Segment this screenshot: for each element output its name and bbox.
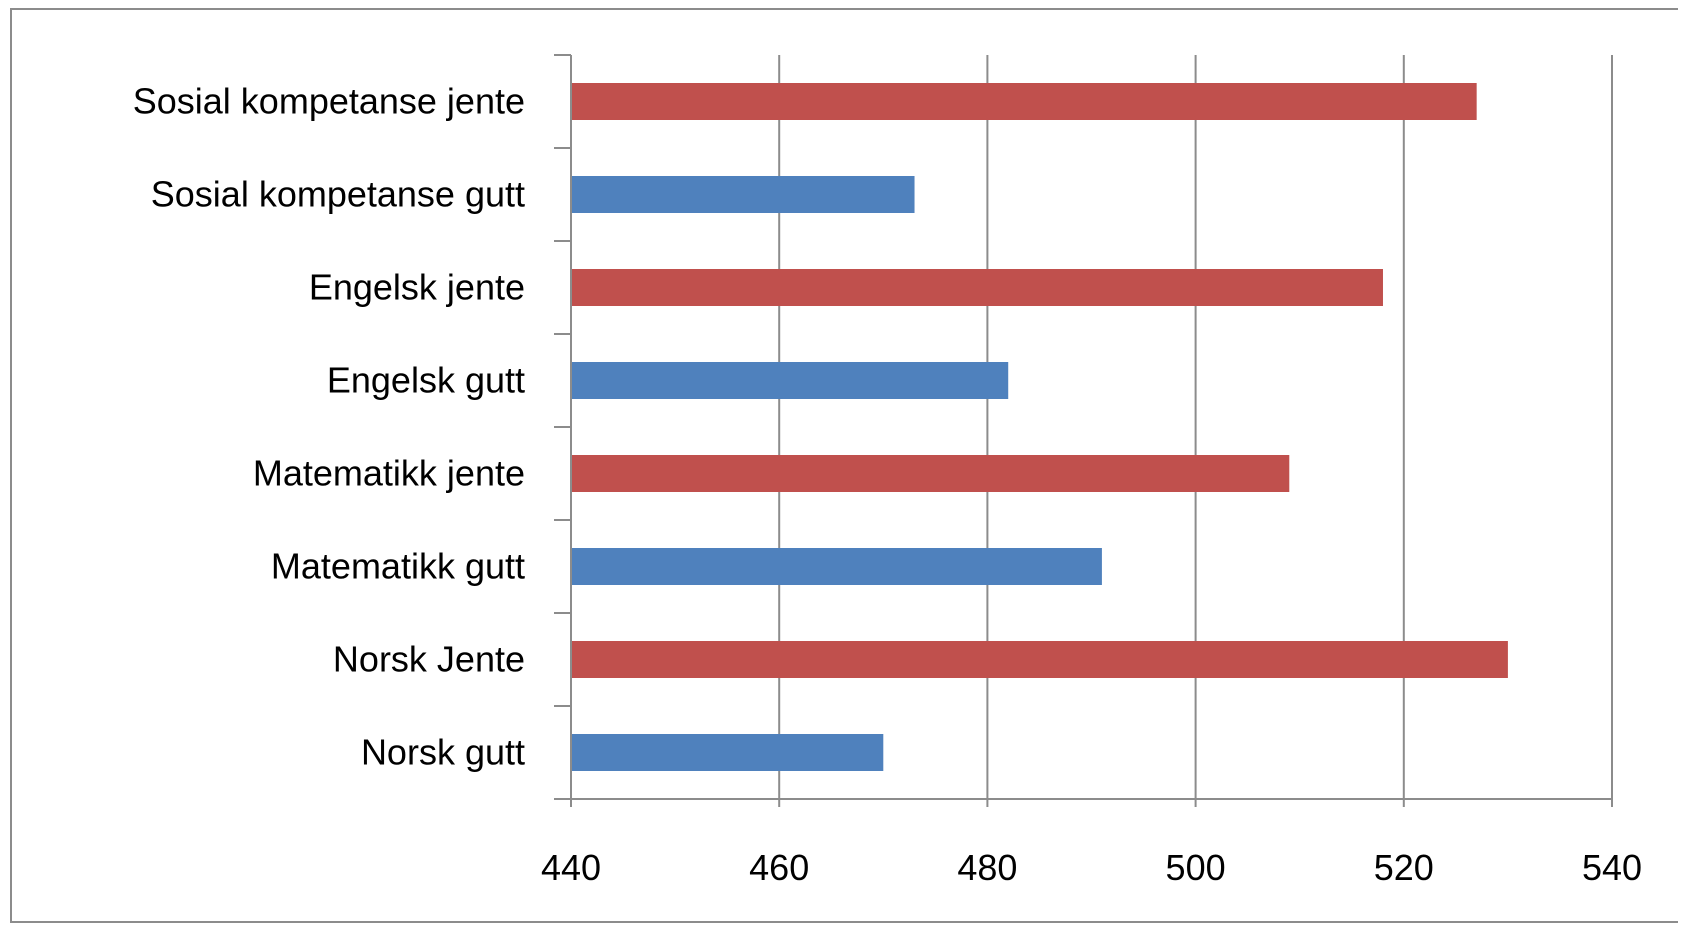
x-tick-label-480: 480: [957, 847, 1017, 888]
axes: [554, 54, 1612, 800]
category-label-sosial-kompetanse-gutt: Sosial kompetanse gutt: [151, 174, 525, 215]
category-label-engelsk-gutt: Engelsk gutt: [327, 360, 525, 401]
x-tick-label-500: 500: [1166, 847, 1226, 888]
bar-engelsk-gutt: [572, 362, 1009, 399]
category-label-norsk-jente: Norsk Jente: [333, 639, 525, 680]
gridlines: [570, 55, 1613, 807]
category-label-norsk-gutt: Norsk gutt: [361, 732, 525, 773]
x-tick-label-440: 440: [541, 847, 601, 888]
category-label-sosial-kompetanse-jente: Sosial kompetanse jente: [133, 81, 525, 122]
bar-norsk-gutt: [572, 734, 884, 771]
bar-matematikk-gutt: [572, 548, 1102, 585]
x-tick-label-460: 460: [749, 847, 809, 888]
labels: 440 460 480 500 520 540 Sosial kompetanse jent…: [133, 81, 1642, 889]
x-tick-label-540: 540: [1582, 847, 1642, 888]
bar-matematikk-jente: [572, 455, 1290, 492]
x-tick-label-520: 520: [1374, 847, 1434, 888]
category-label-matematikk-gutt: Matematikk gutt: [271, 546, 525, 587]
bar-norsk-jente: [572, 641, 1508, 678]
bar-sosial-kompetanse-jente: [572, 83, 1477, 120]
bar-sosial-kompetanse-gutt: [572, 176, 915, 213]
bars: [572, 83, 1508, 771]
bar-engelsk-jente: [572, 269, 1383, 306]
category-label-engelsk-jente: Engelsk jente: [309, 267, 525, 308]
category-label-matematikk-jente: Matematikk jente: [253, 453, 525, 494]
